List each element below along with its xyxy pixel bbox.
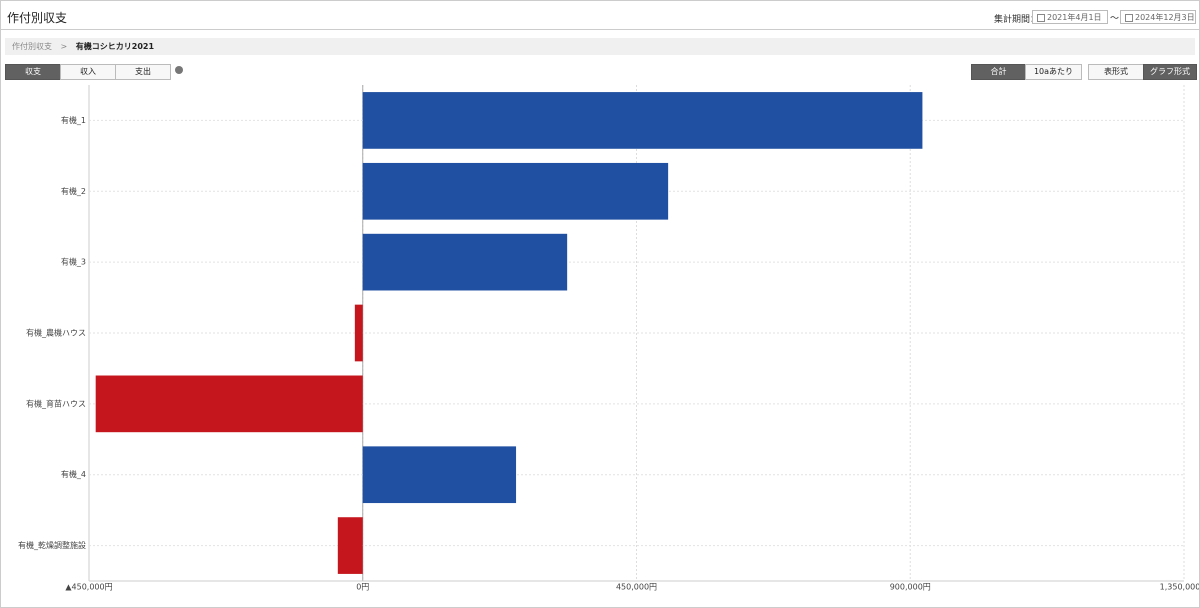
- x-tick-label: 0円: [356, 583, 369, 592]
- x-tick-label: 1,350,000円: [1160, 583, 1199, 592]
- end-date[interactable]: 2024年12月3日: [1120, 10, 1196, 24]
- y-tick-label: 有機_3: [61, 257, 86, 267]
- x-tick-label: 900,000円: [890, 583, 931, 592]
- info-icon[interactable]: [175, 66, 183, 74]
- range-separator: 〜: [1110, 14, 1120, 24]
- breadcrumb: 作付別収支 > 有機コシヒカリ2021: [5, 38, 1195, 55]
- y-tick-label: 有機_乾燥調整施設: [18, 540, 86, 550]
- y-tick-label: 有機_1: [61, 115, 86, 125]
- tab[interactable]: 支出: [115, 64, 171, 80]
- breadcrumb-separator: >: [60, 42, 68, 51]
- bar: [362, 92, 923, 149]
- x-tick-label: 450,000円: [616, 583, 657, 592]
- unit-button[interactable]: 10aあたり: [1025, 64, 1082, 80]
- y-tick-label: 有機_農機ハウス: [26, 328, 86, 338]
- header-divider: [1, 29, 1199, 30]
- view-button[interactable]: グラフ形式: [1143, 64, 1197, 80]
- y-tick-label: 有機_2: [61, 186, 86, 196]
- unit-button[interactable]: 合計: [971, 64, 1026, 80]
- bar: [362, 233, 568, 291]
- period-label: 集計期間：: [994, 15, 1040, 25]
- bar: [362, 446, 517, 504]
- x-tick-label: ▲450,000円: [65, 583, 112, 592]
- start-date[interactable]: 2021年4月1日: [1032, 10, 1108, 24]
- breadcrumb-link[interactable]: 作付別収支: [12, 42, 52, 51]
- breadcrumb-current: 有機コシヒカリ2021: [75, 42, 155, 51]
- page-title: 作付別収支: [7, 11, 68, 25]
- bar: [95, 375, 363, 433]
- y-tick-label: 有機_4: [61, 469, 86, 479]
- bar: [354, 304, 363, 362]
- y-tick-label: 有機_育苗ハウス: [26, 398, 86, 408]
- bar: [337, 517, 363, 574]
- bar: [362, 162, 669, 220]
